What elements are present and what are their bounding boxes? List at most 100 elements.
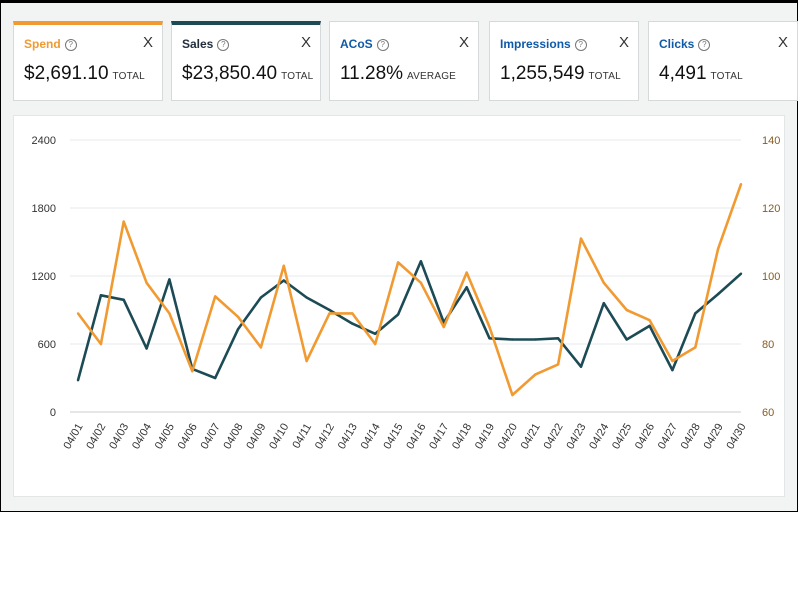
metric-card-clicks[interactable]: Clicks? X 4,491 TOTAL bbox=[648, 21, 798, 101]
metric-value: $23,850.40 TOTAL bbox=[182, 63, 313, 85]
data-point-spend bbox=[534, 373, 537, 376]
data-point-spend bbox=[328, 312, 331, 315]
close-icon[interactable]: X bbox=[458, 34, 469, 51]
data-point-sales bbox=[465, 286, 468, 289]
x-tick-label: 04/21 bbox=[519, 422, 543, 452]
x-tick-label: 04/06 bbox=[176, 422, 200, 452]
x-tick-label: 04/10 bbox=[267, 422, 291, 452]
metric-value: 4,491 TOTAL bbox=[659, 63, 743, 85]
close-icon[interactable]: X bbox=[142, 34, 153, 51]
help-icon[interactable]: ? bbox=[574, 39, 587, 51]
y-right-tick-label: 140 bbox=[762, 135, 780, 147]
dashboard-frame: Spend? X $2,691.10 TOTAL Sales? X $23,850.40 TO… bbox=[0, 0, 798, 512]
metric-unit: TOTAL bbox=[710, 71, 743, 82]
close-icon[interactable]: X bbox=[300, 34, 311, 51]
data-point-spend bbox=[716, 247, 720, 250]
metric-value: $2,691.10 TOTAL bbox=[24, 63, 145, 85]
data-point-spend bbox=[76, 312, 80, 315]
x-tick-label: 04/24 bbox=[587, 422, 611, 452]
metric-unit: TOTAL bbox=[588, 71, 621, 82]
x-tick-label: 04/02 bbox=[84, 422, 108, 452]
x-tick-label: 04/22 bbox=[542, 422, 566, 452]
data-point-sales bbox=[213, 376, 217, 380]
metric-card-spend[interactable]: Spend? X $2,691.10 TOTAL bbox=[13, 21, 163, 101]
data-point-sales bbox=[511, 338, 514, 341]
x-tick-label: 04/23 bbox=[564, 422, 588, 452]
metric-card-acos[interactable]: ACoS? X 11.28% AVERAGE bbox=[329, 21, 479, 101]
metric-value: 1,255,549 TOTAL bbox=[500, 63, 621, 85]
y-right-tick-label: 80 bbox=[762, 339, 774, 351]
help-icon[interactable]: ? bbox=[64, 39, 77, 51]
x-tick-label: 04/13 bbox=[336, 422, 360, 452]
data-point-spend bbox=[419, 281, 423, 284]
metric-value-text: 4,491 bbox=[659, 63, 707, 84]
x-tick-label: 04/18 bbox=[450, 422, 474, 452]
data-point-spend bbox=[99, 342, 103, 346]
data-point-sales bbox=[351, 322, 354, 325]
data-point-sales bbox=[716, 292, 720, 296]
close-icon[interactable]: X bbox=[618, 34, 629, 51]
data-point-spend bbox=[191, 370, 194, 373]
metric-label-text: ACoS bbox=[340, 37, 373, 51]
metric-label-text: Clicks bbox=[659, 37, 695, 51]
y-right-tick-label: 100 bbox=[762, 271, 780, 283]
data-point-sales bbox=[648, 324, 651, 328]
x-tick-label: 04/27 bbox=[656, 422, 680, 452]
data-point-sales bbox=[282, 279, 285, 282]
line-chart: 2400180012006000140120100806004/0104/020… bbox=[32, 135, 781, 452]
data-point-spend bbox=[374, 342, 377, 346]
data-point-sales bbox=[99, 294, 103, 297]
data-point-spend bbox=[168, 312, 171, 315]
data-point-sales bbox=[488, 337, 491, 340]
data-point-spend bbox=[671, 359, 674, 363]
data-point-spend bbox=[305, 359, 308, 363]
data-point-spend bbox=[648, 319, 651, 322]
metric-card-impressions[interactable]: Impressions? X 1,255,549 TOTAL bbox=[489, 21, 639, 101]
close-icon[interactable]: X bbox=[777, 34, 788, 51]
x-tick-label: 04/04 bbox=[130, 422, 154, 452]
x-tick-label: 04/29 bbox=[702, 422, 726, 452]
metric-label-text: Impressions bbox=[500, 37, 571, 51]
chart-panel: 2400 1800 1200 600 0 140 120 100 80 60 04/01 04/02 0… bbox=[13, 115, 785, 497]
y-left-tick-label: 600 bbox=[38, 339, 56, 351]
data-point-spend bbox=[282, 264, 285, 267]
metric-value: 11.28% AVERAGE bbox=[340, 63, 456, 85]
x-tick-label: 04/30 bbox=[724, 422, 748, 452]
data-point-sales bbox=[122, 298, 125, 301]
y-right-tick-label: 60 bbox=[762, 407, 774, 419]
series-line-sales bbox=[76, 260, 742, 381]
data-point-spend bbox=[465, 271, 468, 274]
data-point-sales bbox=[328, 308, 331, 312]
data-point-spend bbox=[122, 220, 125, 223]
metric-value-text: 11.28% bbox=[340, 63, 404, 84]
y-left-tick-label: 2400 bbox=[32, 135, 56, 147]
metric-unit: TOTAL bbox=[281, 71, 314, 82]
x-tick-label: 04/16 bbox=[404, 422, 428, 452]
metric-label: Impressions? bbox=[500, 37, 587, 51]
data-point-sales bbox=[671, 368, 674, 372]
data-point-spend bbox=[739, 183, 743, 186]
data-point-spend bbox=[396, 261, 400, 264]
metric-unit: AVERAGE bbox=[407, 71, 457, 82]
help-icon[interactable]: ? bbox=[698, 39, 711, 51]
data-point-sales bbox=[625, 338, 628, 341]
data-point-sales bbox=[419, 260, 423, 263]
data-point-sales bbox=[259, 296, 263, 299]
y-left-tick-label: 1800 bbox=[32, 203, 56, 215]
data-point-spend bbox=[488, 325, 491, 329]
metric-card-sales[interactable]: Sales? X $23,850.40 TOTAL bbox=[171, 21, 321, 101]
data-point-spend bbox=[442, 325, 445, 329]
data-point-sales bbox=[396, 313, 400, 316]
x-tick-label: 04/26 bbox=[633, 422, 657, 452]
help-icon[interactable]: ? bbox=[217, 39, 230, 51]
x-tick-label: 04/12 bbox=[313, 422, 337, 452]
x-tick-label: 04/07 bbox=[199, 422, 223, 452]
help-icon[interactable]: ? bbox=[376, 39, 389, 51]
data-point-sales bbox=[534, 338, 537, 341]
data-point-spend bbox=[579, 237, 583, 240]
x-tick-label: 04/08 bbox=[221, 422, 245, 452]
metric-label: Spend? bbox=[24, 37, 77, 51]
data-point-sales bbox=[305, 296, 308, 299]
data-point-spend bbox=[351, 312, 354, 315]
metric-label: Sales? bbox=[182, 37, 230, 51]
